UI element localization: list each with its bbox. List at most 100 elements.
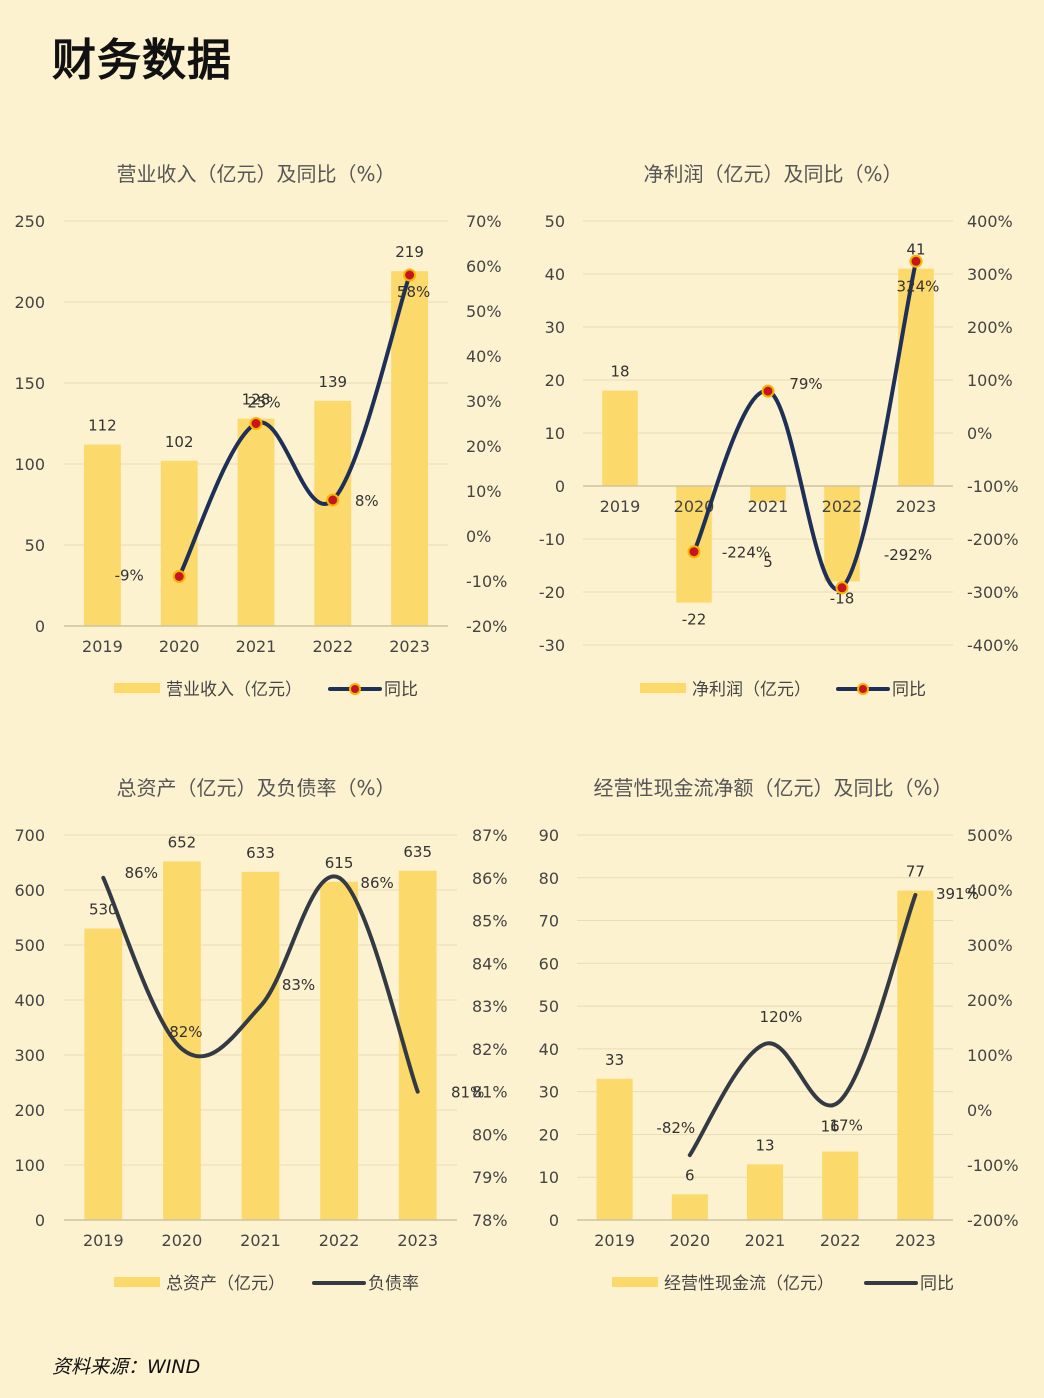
- left-axis-tick: 700: [14, 826, 45, 845]
- line-marker: [761, 384, 775, 398]
- bar: [746, 1164, 784, 1220]
- line-marker: [249, 417, 263, 430]
- page-title: 财务数据: [52, 35, 232, 86]
- bar-data-label: 652: [168, 833, 197, 851]
- right-axis-tick: -200%: [967, 1211, 1019, 1230]
- x-axis-tick: 2022: [319, 1231, 360, 1250]
- left-axis-tick: 250: [14, 212, 45, 231]
- line-data-label: 83%: [282, 976, 315, 994]
- legend-bar-label: 总资产（亿元）: [166, 1274, 285, 1294]
- bar-data-label: 633: [246, 844, 275, 862]
- left-axis-tick: -10: [539, 530, 565, 549]
- right-axis-tick: 300%: [967, 265, 1013, 284]
- right-axis-tick: 200%: [967, 318, 1013, 337]
- legend-line-label: 同比: [920, 1274, 954, 1294]
- bar-data-label: 102: [165, 433, 194, 451]
- left-axis-tick: 400: [14, 991, 45, 1010]
- right-axis-tick: -400%: [967, 636, 1019, 655]
- left-axis-tick: -20: [539, 583, 565, 602]
- legend-line-label: 同比: [892, 680, 926, 700]
- x-axis-tick: 2023: [895, 1231, 936, 1250]
- bar: [237, 418, 275, 626]
- bar: [750, 486, 786, 502]
- right-axis-tick: 0%: [967, 1101, 992, 1120]
- x-axis-tick: 2020: [674, 497, 715, 516]
- x-axis-tick: 2019: [600, 497, 641, 516]
- line-data-label: 8%: [355, 492, 379, 510]
- chart-title: 经营性现金流净额（亿元）及同比（%）: [593, 776, 952, 800]
- left-axis-tick: 20: [539, 1125, 559, 1144]
- bar-data-label: 16: [821, 1118, 840, 1136]
- bar-data-label: 112: [88, 417, 117, 435]
- chart-title: 净利润（亿元）及同比（%）: [643, 162, 902, 186]
- x-axis-tick: 2020: [669, 1231, 710, 1250]
- right-axis-tick: 82%: [472, 1040, 508, 1059]
- bar: [898, 268, 934, 486]
- right-axis-tick: 400%: [967, 881, 1013, 900]
- right-axis-tick: -20%: [466, 617, 507, 636]
- line-marker: [326, 493, 340, 507]
- x-axis-tick: 2023: [389, 637, 430, 656]
- right-axis-tick: 500%: [967, 826, 1013, 845]
- chart-title: 营业收入（亿元）及同比（%）: [116, 162, 395, 186]
- legend-line-marker: [349, 683, 361, 695]
- bar-data-label: 219: [395, 243, 424, 261]
- left-axis-tick: 40: [539, 1040, 559, 1059]
- bar-data-label: 530: [89, 901, 118, 919]
- left-axis-tick: 0: [549, 1211, 559, 1230]
- bar: [163, 861, 201, 1220]
- right-axis-tick: 80%: [472, 1125, 508, 1144]
- right-axis-tick: 79%: [472, 1168, 508, 1187]
- legend-bar-label: 营业收入（亿元）: [166, 680, 302, 700]
- left-axis-tick: 30: [545, 318, 565, 337]
- right-axis-tick: 40%: [466, 347, 502, 366]
- line-data-label: 120%: [760, 1008, 803, 1026]
- x-axis-tick: 2020: [159, 637, 200, 656]
- bar: [676, 486, 712, 603]
- series-line: [101, 874, 420, 1094]
- right-axis-tick: 100%: [967, 1046, 1013, 1065]
- right-axis-tick: 87%: [472, 826, 508, 845]
- legend-line-label: 同比: [384, 680, 418, 700]
- line-marker: [909, 254, 923, 268]
- left-axis-tick: 100: [14, 455, 45, 474]
- right-axis-tick: 100%: [967, 371, 1013, 390]
- legend-line-label: 负债率: [368, 1274, 419, 1294]
- series-line: [687, 892, 918, 1158]
- x-axis-tick: 2021: [236, 637, 277, 656]
- line-marker: [835, 581, 849, 595]
- line-marker: [687, 545, 701, 559]
- bar-data-label: 18: [610, 363, 629, 381]
- bar: [84, 928, 123, 1220]
- left-axis-tick: 200: [14, 293, 45, 312]
- x-axis-tick: 2021: [745, 1231, 786, 1250]
- right-axis-tick: 84%: [472, 954, 508, 973]
- left-axis-tick: 90: [539, 826, 559, 845]
- line-data-label: 58%: [397, 283, 430, 301]
- bar: [391, 271, 429, 626]
- line-data-label: -9%: [115, 567, 144, 585]
- x-axis-tick: 2020: [162, 1231, 203, 1250]
- right-axis-tick: -100%: [967, 477, 1019, 496]
- bar-data-label: 128: [242, 391, 271, 409]
- right-axis-tick: 20%: [466, 437, 502, 456]
- bar-data-label: 6: [685, 1166, 695, 1184]
- left-axis-tick: 50: [25, 536, 45, 555]
- bar-data-label: 33: [605, 1051, 624, 1069]
- left-axis-tick: 0: [35, 1211, 45, 1230]
- line-data-label: -292%: [884, 546, 932, 564]
- right-axis-tick: 300%: [967, 936, 1013, 955]
- x-axis-tick: 2022: [822, 497, 863, 516]
- legend-bar-swatch: [114, 1277, 160, 1287]
- bar: [671, 1194, 708, 1220]
- left-axis-tick: 500: [14, 936, 45, 955]
- x-axis-tick: 2019: [83, 1231, 124, 1250]
- line-data-label: 17%: [830, 1117, 863, 1135]
- right-axis-tick: 200%: [967, 991, 1013, 1010]
- x-axis-tick: 2021: [748, 497, 789, 516]
- left-axis-tick: 60: [539, 954, 559, 973]
- bar-data-label: 41: [906, 241, 925, 259]
